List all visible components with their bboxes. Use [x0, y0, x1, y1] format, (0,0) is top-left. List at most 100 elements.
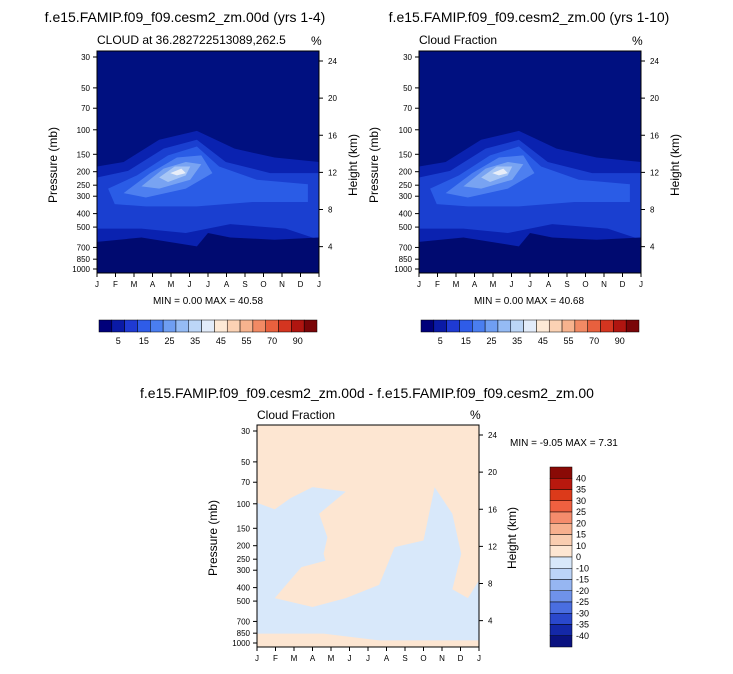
colorbar-label: 45 — [538, 336, 548, 345]
low-cloud-region — [419, 233, 641, 273]
panel-1-subtitle: CLOUD at 36.282722513089,262.5 — [97, 33, 286, 47]
y-tick-label: 30 — [403, 53, 412, 62]
y2-tick-label: 24 — [488, 431, 497, 440]
colorbar-label: 15 — [139, 336, 149, 345]
y-tick-label: 70 — [403, 104, 412, 113]
colorbar-label: -30 — [576, 608, 589, 618]
y-tick-label: 200 — [399, 168, 413, 177]
x-tick-label: J — [510, 280, 514, 289]
x-tick-label: S — [564, 280, 569, 289]
colorbar-swatch — [549, 624, 573, 636]
y2-tick-label: 4 — [488, 617, 493, 626]
colorbar-swatch — [497, 319, 512, 333]
negative-difference-region — [257, 487, 479, 641]
y-tick-label: 850 — [77, 255, 91, 264]
panel-3-ylabel: Pressure (mb) — [206, 500, 220, 576]
colorbar-swatch — [549, 489, 573, 501]
x-tick-label: J — [348, 654, 352, 663]
colorbar-label: 15 — [461, 336, 471, 345]
panel-2-ylabel: Pressure (mb) — [367, 127, 381, 203]
panel-3-title: f.e15.FAMIP.f09_f09.cesm2_zm.00d - f.e15… — [140, 385, 594, 401]
x-tick-label: M — [328, 654, 335, 663]
x-tick-label: S — [402, 654, 407, 663]
y-tick-label: 30 — [241, 427, 250, 436]
x-tick-label: O — [260, 280, 266, 289]
y-tick-label: 500 — [237, 597, 251, 606]
colorbar-swatch — [536, 319, 550, 333]
x-tick-label: J — [366, 654, 370, 663]
colorbar-label: 35 — [576, 485, 586, 495]
x-tick-label: O — [420, 654, 426, 663]
colorbar-swatch — [549, 556, 573, 569]
colorbar-label: 40 — [576, 473, 586, 483]
y-tick-label: 100 — [237, 500, 251, 509]
x-tick-label: J — [95, 280, 99, 289]
panel-1-minmax: MIN = 0.00 MAX = 40.58 — [153, 296, 263, 307]
x-tick-label: A — [384, 654, 390, 663]
colorbar-swatch — [549, 635, 573, 648]
colorbar-swatch — [600, 319, 614, 333]
x-tick-label: A — [546, 280, 552, 289]
colorbar-swatch — [549, 534, 573, 546]
y2-tick-label: 20 — [488, 468, 497, 477]
colorbar-label: 10 — [576, 541, 586, 551]
y-tick-label: 700 — [77, 243, 91, 252]
cloud-contour-level — [170, 168, 186, 176]
y-tick-label: 250 — [237, 555, 251, 564]
y-tick-label: 1000 — [72, 265, 90, 274]
colorbar-label: 5 — [116, 336, 121, 345]
colorbar-swatch — [549, 613, 573, 625]
colorbar-swatch — [291, 319, 305, 333]
x-tick-label: D — [458, 654, 464, 663]
y-tick-label: 400 — [77, 210, 91, 219]
y-tick-label: 700 — [237, 617, 251, 626]
colorbar-swatch — [433, 319, 447, 333]
y-tick-label: 70 — [241, 478, 250, 487]
panel-1-colorbar: 5 15 25 35 45 55 70 90 — [98, 319, 318, 345]
colorbar-label: 55 — [563, 336, 573, 345]
x-tick-label: M — [291, 654, 298, 663]
x-tick-label: J — [255, 654, 259, 663]
y-tick-label: 100 — [77, 126, 91, 135]
colorbar-label: 90 — [615, 336, 625, 345]
colorbar-swatch — [303, 319, 318, 333]
panel-3-subtitle: Cloud Fraction — [257, 408, 335, 422]
panel-2: f.e15.FAMIP.f09_f09.cesm2_zm.00 (yrs 1-1… — [367, 9, 682, 345]
colorbar-swatch — [549, 466, 573, 479]
x-tick-label: J — [639, 280, 643, 289]
y2-tick-label: 12 — [328, 168, 337, 177]
y-tick-label: 1000 — [394, 265, 412, 274]
colorbar-swatch — [613, 319, 627, 333]
colorbar-swatch — [561, 319, 576, 333]
colorbar-label: 15 — [576, 530, 586, 540]
colorbar-swatch — [252, 319, 266, 333]
colorbar-label: 25 — [576, 507, 586, 517]
x-tick-label: F — [273, 654, 278, 663]
panel-2-plot: J F M A M J J A S O N D J 30 50 70 100 150 200 250 300 400 500… — [394, 50, 659, 289]
colorbar-swatch — [549, 568, 573, 580]
y-tick-label: 150 — [399, 150, 413, 159]
y2-tick-label: 16 — [650, 131, 659, 140]
colorbar-label: -35 — [576, 620, 589, 630]
y-tick-label: 400 — [399, 210, 413, 219]
x-tick-label: N — [279, 280, 285, 289]
x-tick-label: J — [528, 280, 532, 289]
colorbar-label: -40 — [576, 631, 589, 641]
y-tick-label: 400 — [237, 584, 251, 593]
y2-tick-label: 12 — [488, 542, 497, 551]
y-tick-label: 200 — [77, 168, 91, 177]
panel-3: f.e15.FAMIP.f09_f09.cesm2_zm.00d - f.e15… — [140, 385, 618, 663]
colorbar-label: 35 — [190, 336, 200, 345]
colorbar-label: -25 — [576, 597, 589, 607]
positive-difference-region — [323, 524, 357, 585]
y2-tick-label: 24 — [650, 57, 659, 66]
y-tick-label: 1000 — [232, 639, 250, 648]
colorbar-swatch — [510, 319, 524, 333]
colorbar-label: 90 — [293, 336, 303, 345]
colorbar-swatch — [420, 319, 435, 333]
colorbar-swatch — [549, 478, 573, 490]
colorbar-swatch — [549, 523, 573, 535]
x-tick-label: M — [490, 280, 497, 289]
x-tick-label: J — [206, 280, 210, 289]
y2-tick-label: 20 — [328, 94, 337, 103]
